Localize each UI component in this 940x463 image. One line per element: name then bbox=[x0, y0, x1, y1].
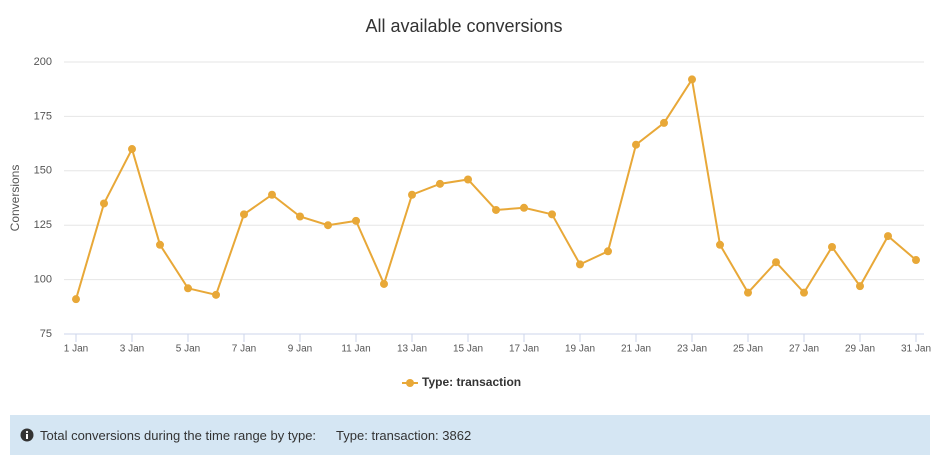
data-point bbox=[436, 179, 444, 188]
data-point bbox=[800, 288, 808, 297]
x-tick-label: 7 Jan bbox=[232, 344, 256, 355]
y-tick-label: 100 bbox=[34, 274, 52, 286]
data-point bbox=[156, 240, 164, 249]
data-point bbox=[632, 140, 640, 149]
x-tick-label: 31 Jan bbox=[901, 344, 931, 355]
data-point bbox=[744, 288, 752, 297]
y-axis-title: Conversions bbox=[8, 165, 22, 232]
x-tick-label: 1 Jan bbox=[64, 344, 88, 355]
data-point bbox=[352, 216, 360, 225]
x-tick-label: 27 Jan bbox=[789, 344, 819, 355]
data-point bbox=[212, 290, 220, 299]
x-tick-label: 21 Jan bbox=[621, 344, 651, 355]
x-tick-label: 3 Jan bbox=[120, 344, 144, 355]
data-point bbox=[492, 205, 500, 214]
series-line bbox=[75, 76, 917, 300]
data-point bbox=[100, 199, 108, 208]
info-icon bbox=[20, 428, 34, 442]
data-point bbox=[240, 210, 248, 219]
summary-value: Type: transaction: 3862 bbox=[336, 427, 472, 443]
data-point bbox=[576, 260, 584, 269]
data-point bbox=[464, 175, 472, 184]
data-point bbox=[380, 279, 388, 288]
data-point bbox=[828, 242, 836, 251]
data-point bbox=[520, 203, 528, 212]
chart: All available conversions Conversions 75… bbox=[8, 16, 931, 389]
summary-bar: Total conversions during the time range … bbox=[10, 415, 930, 455]
data-point bbox=[660, 118, 668, 127]
y-tick-label: 200 bbox=[34, 56, 52, 68]
summary-label: Total conversions during the time range … bbox=[40, 427, 317, 443]
x-tick-label: 25 Jan bbox=[733, 344, 763, 355]
x-tick-label: 23 Jan bbox=[677, 344, 707, 355]
data-point bbox=[716, 240, 724, 249]
data-point bbox=[128, 145, 136, 154]
y-tick-label: 125 bbox=[34, 219, 52, 231]
x-tick-label: 17 Jan bbox=[509, 344, 539, 355]
data-point bbox=[408, 190, 416, 199]
x-tick-label: 19 Jan bbox=[565, 344, 595, 355]
data-point bbox=[184, 284, 192, 293]
data-point bbox=[268, 190, 276, 199]
legend-label: Type: transaction bbox=[422, 375, 521, 389]
data-point bbox=[884, 232, 892, 241]
y-tick-label: 75 bbox=[40, 328, 52, 340]
data-point bbox=[604, 247, 612, 256]
x-tick-label: 5 Jan bbox=[176, 344, 200, 355]
data-point bbox=[548, 210, 556, 219]
y-tick-label: 175 bbox=[34, 110, 52, 122]
x-tick-label: 11 Jan bbox=[341, 344, 370, 355]
x-tick-label: 13 Jan bbox=[397, 344, 427, 355]
data-point bbox=[72, 295, 80, 304]
x-tick-label: 9 Jan bbox=[288, 344, 312, 355]
data-point bbox=[324, 221, 332, 230]
y-tick-label: 150 bbox=[34, 165, 52, 177]
data-point bbox=[856, 282, 864, 291]
data-point bbox=[296, 212, 304, 221]
legend-marker bbox=[406, 379, 414, 387]
chart-title: All available conversions bbox=[365, 16, 562, 36]
x-tick-label: 15 Jan bbox=[453, 344, 483, 355]
data-point bbox=[688, 75, 696, 84]
data-point bbox=[772, 258, 780, 267]
x-tick-label: 29 Jan bbox=[845, 344, 875, 355]
data-point bbox=[912, 256, 920, 265]
